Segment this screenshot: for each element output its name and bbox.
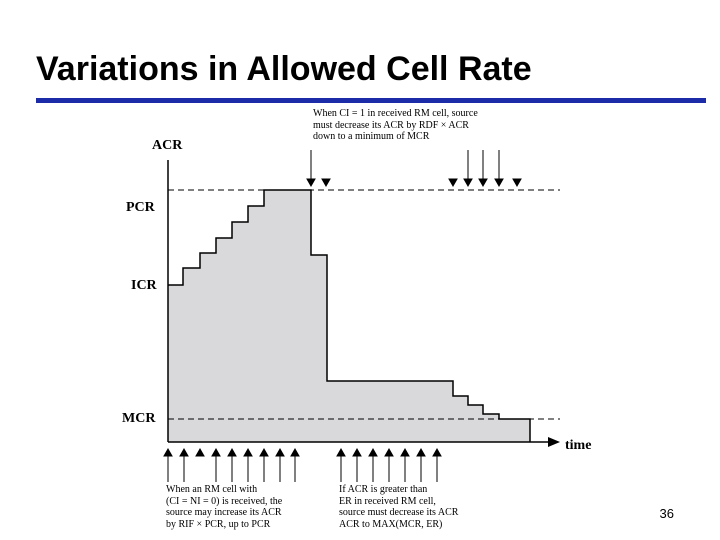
time-axis-label: time xyxy=(565,438,591,453)
bottom-arrow xyxy=(416,447,426,482)
note-top-ci-decrease: When CI = 1 in received RM cell, source … xyxy=(313,108,478,142)
note-bottom-er-decrease: If ACR is greater than ER in received RM… xyxy=(339,484,459,530)
bottom-arrow xyxy=(384,447,394,482)
acr-area-fill xyxy=(168,190,530,442)
slide-number: 36 xyxy=(659,506,674,521)
acr-axis-label: ACR xyxy=(152,138,183,153)
top-rm-cell-arrows xyxy=(306,150,522,188)
bottom-arrow xyxy=(290,447,300,482)
bottom-arrow xyxy=(211,447,221,482)
top-arrow xyxy=(463,150,473,188)
icr-label: ICR xyxy=(131,278,158,293)
bottom-arrow xyxy=(179,447,189,482)
x-axis-arrowhead xyxy=(548,437,560,447)
top-arrow xyxy=(512,178,522,188)
bottom-arrow xyxy=(368,447,378,482)
bottom-arrow xyxy=(195,447,205,457)
bottom-arrow xyxy=(400,447,410,482)
top-arrow xyxy=(494,150,504,188)
mcr-label: MCR xyxy=(122,411,156,426)
top-arrow xyxy=(478,150,488,188)
bottom-arrow xyxy=(275,447,285,482)
bottom-arrow xyxy=(163,447,173,482)
bottom-arrow xyxy=(432,447,442,482)
bottom-arrow xyxy=(259,447,269,482)
slide-title: Variations in Allowed Cell Rate xyxy=(36,50,532,88)
bottom-arrow xyxy=(336,447,346,482)
bottom-rm-cell-arrows xyxy=(163,447,442,482)
top-arrow xyxy=(448,178,458,188)
bottom-arrow xyxy=(352,447,362,482)
title-underline xyxy=(36,98,706,103)
pcr-label: PCR xyxy=(126,200,156,215)
top-arrow xyxy=(306,150,316,188)
top-arrow xyxy=(321,178,331,188)
bottom-arrow xyxy=(227,447,237,482)
note-bottom-increase: When an RM cell with (CI = NI = 0) is re… xyxy=(166,484,283,530)
bottom-arrow xyxy=(243,447,253,482)
